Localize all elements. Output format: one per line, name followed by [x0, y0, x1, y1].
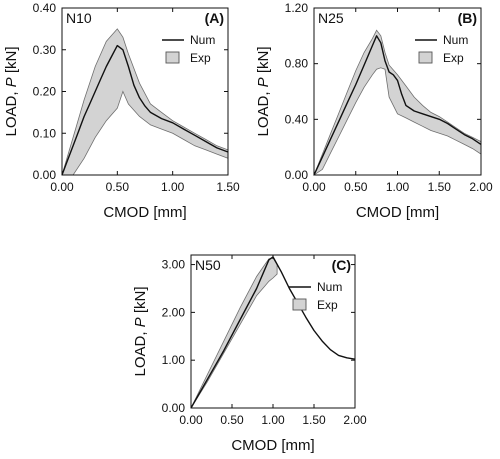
y-tick-label: 0.30	[33, 43, 57, 57]
y-tick-label: 0.20	[33, 85, 57, 99]
x-tick-label: 0.50	[220, 413, 244, 427]
y-axis-label-unit: [kN]	[255, 46, 272, 77]
legend-exp-label: Exp	[443, 51, 464, 65]
y-axis-label-unit: [kN]	[132, 286, 149, 317]
panel-label: (B)	[458, 10, 477, 26]
x-tick-label: 1.00	[161, 180, 185, 194]
chart-panel-2: 0.00 0.50 1.00 1.50 2.00 0.00 0.40 0.80 1.20 CMOD…	[255, 1, 493, 221]
y-axis-label-unit: [kN]	[3, 46, 20, 77]
panel-label: (A)	[205, 10, 224, 26]
num-line-series	[313, 35, 482, 176]
y-tick-label: 0.00	[285, 168, 309, 182]
y-tick-label: 3.00	[162, 258, 186, 272]
y-axis-label: LOAD, P [kN]	[3, 46, 20, 136]
panel-label: (C)	[332, 257, 351, 273]
legend-exp-swatch	[292, 298, 307, 311]
x-tick-label: 1.00	[386, 180, 410, 194]
x-tick-label: 0.50	[106, 180, 130, 194]
y-axis-label-prefix: LOAD,	[3, 87, 20, 136]
y-tick-label: 0.40	[33, 1, 57, 15]
y-axis-label-prefix: LOAD,	[132, 327, 149, 376]
legend-exp-swatch	[418, 51, 433, 64]
y-axis-label-symbol: P	[255, 77, 272, 87]
x-tick-label: 2.00	[469, 180, 493, 194]
y-tick-label: 1.00	[162, 353, 186, 367]
specimen-label: N10	[66, 10, 92, 26]
x-axis-label: CMOD [mm]	[103, 204, 186, 221]
y-axis-label-symbol: P	[3, 77, 20, 87]
y-tick-label: 0.00	[162, 401, 186, 415]
chart-panel-1: 0.00 0.50 1.00 1.50 0.00 0.10 0.20 0.30 0.40 CMOD…	[3, 1, 240, 221]
legend-exp-swatch	[165, 51, 180, 64]
y-axis-label: LOAD, P [kN]	[132, 286, 149, 376]
y-tick-label: 0.10	[33, 126, 57, 140]
y-tick-label: 0.40	[285, 112, 309, 126]
specimen-label: N25	[318, 10, 344, 26]
y-tick-label: 0.80	[285, 57, 309, 71]
x-tick-label: 0.50	[344, 180, 368, 194]
num-line-series	[61, 44, 229, 176]
x-tick-label: 1.50	[428, 180, 452, 194]
legend-num-label: Num	[317, 280, 342, 294]
x-tick-label: 0.00	[302, 180, 326, 194]
legend-exp-label: Exp	[190, 51, 211, 65]
legend-num-label: Num	[190, 33, 215, 47]
y-tick-label: 1.20	[285, 1, 309, 15]
y-tick-label: 0.00	[33, 168, 57, 182]
x-tick-label: 1.50	[216, 180, 240, 194]
x-axis-label: CMOD [mm]	[356, 204, 439, 221]
x-tick-label: 2.00	[343, 413, 367, 427]
y-tick-label: 2.00	[162, 305, 186, 319]
y-axis-label: LOAD, P [kN]	[255, 46, 272, 136]
specimen-label: N50	[195, 257, 221, 273]
y-axis-label-prefix: LOAD,	[255, 87, 272, 136]
x-tick-label: 0.00	[179, 413, 203, 427]
num-line-series	[190, 256, 356, 409]
legend-num-label: Num	[443, 33, 468, 47]
legend-exp-label: Exp	[317, 298, 338, 312]
x-tick-label: 0.00	[50, 180, 74, 194]
x-axis-label: CMOD [mm]	[231, 437, 314, 454]
x-tick-label: 1.00	[261, 413, 285, 427]
y-axis-label-symbol: P	[132, 317, 149, 327]
legend: Num Exp	[415, 33, 468, 65]
legend: Num Exp	[162, 33, 215, 65]
x-tick-label: 1.50	[302, 413, 326, 427]
chart-panel-3: 0.00 0.50 1.00 1.50 2.00 0.00 1.00 2.00 3.00 CMOD…	[132, 254, 367, 454]
legend: Num Exp	[289, 280, 342, 312]
